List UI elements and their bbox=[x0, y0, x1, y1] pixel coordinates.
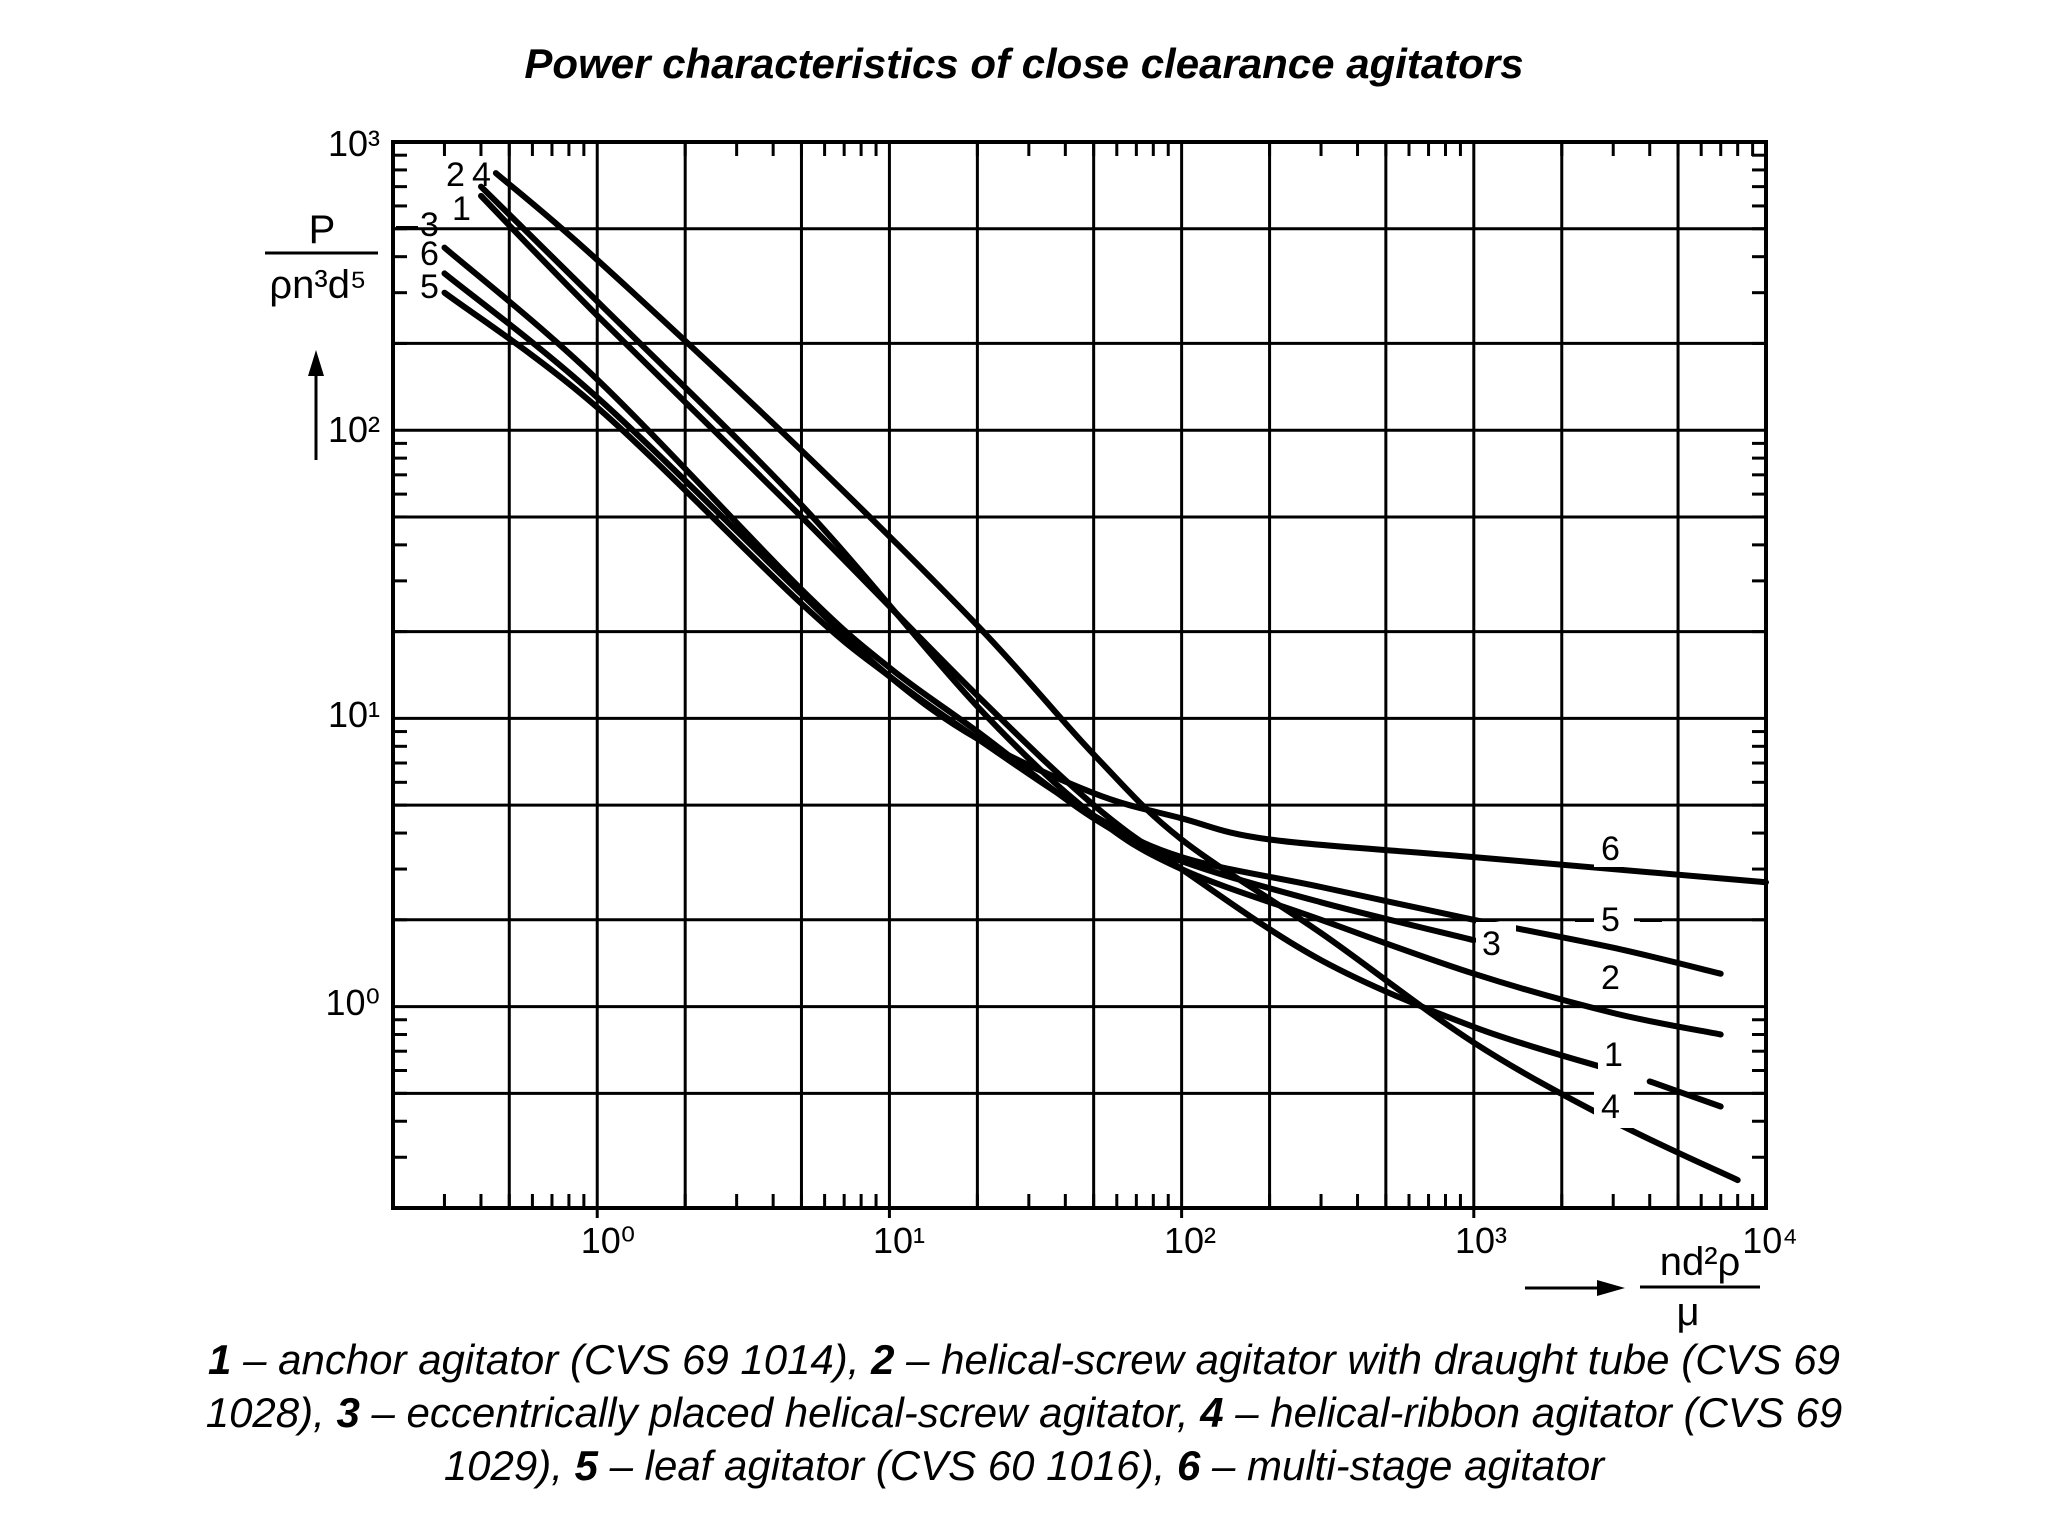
curve-label-2-left: 2 bbox=[446, 156, 465, 194]
curve-labels-left: 2 4 1 3 6 5 bbox=[396, 156, 491, 306]
series-line-2 bbox=[478, 183, 1724, 1038]
x-tick-label: 10⁴ bbox=[1742, 1220, 1798, 1261]
x-tick-label: 10⁰ bbox=[581, 1220, 635, 1261]
caption-text: – anchor agitator (CVS 69 1014), bbox=[231, 1336, 872, 1383]
y-tick-label: 10¹ bbox=[328, 694, 380, 735]
curve-label-5-left: 5 bbox=[420, 268, 439, 306]
minor-ticks bbox=[393, 142, 1766, 1218]
series-line-1-tail bbox=[1646, 1078, 1724, 1110]
label-mask bbox=[1594, 1088, 1634, 1128]
x-axis-label: nd²ρ μ bbox=[1525, 1240, 1760, 1334]
curve-label-3-right: 3 bbox=[1482, 925, 1501, 963]
curve-label-6-right: 6 bbox=[1601, 830, 1620, 868]
curve-label-4-left: 4 bbox=[472, 156, 491, 194]
x-axis-arrow-icon bbox=[1597, 1280, 1625, 1296]
x-label-denominator: μ bbox=[1676, 1290, 1699, 1334]
curve-label-5-right: 5 bbox=[1601, 901, 1620, 939]
x-tick-label: 10³ bbox=[1455, 1220, 1507, 1261]
caption-num: 2 bbox=[871, 1336, 895, 1383]
y-axis-arrow-icon bbox=[308, 350, 324, 376]
y-tick-label: 10⁰ bbox=[326, 982, 380, 1023]
x-tick-label: 10¹ bbox=[873, 1220, 925, 1261]
caption-text: – helical-screw agitator with draught tu… bbox=[205, 1336, 1840, 1436]
caption-text: – leaf agitator (CVS 60 1016), bbox=[597, 1442, 1177, 1489]
label-mask bbox=[1594, 827, 1634, 867]
curve-label-4-right: 4 bbox=[1601, 1088, 1620, 1126]
figure-caption: 1 – anchor agitator (CVS 69 1014), 2 – h… bbox=[150, 1333, 1898, 1492]
curve-label-1-left: 1 bbox=[452, 190, 471, 228]
plot-frame bbox=[391, 140, 1768, 1210]
y-label-denominator: ρn³d⁵ bbox=[269, 263, 366, 307]
series-line-6 bbox=[441, 270, 1769, 886]
x-tick-label: 10² bbox=[1164, 1220, 1216, 1261]
label-mask bbox=[1598, 1035, 1632, 1075]
series-line-4 bbox=[492, 170, 1741, 1184]
caption-num: 5 bbox=[574, 1442, 598, 1489]
series-line-3 bbox=[441, 244, 1477, 944]
label-mask bbox=[1594, 956, 1634, 996]
y-axis-label: P ρn³d⁵ bbox=[265, 208, 378, 460]
curve-label-3-left: 3 bbox=[420, 206, 439, 244]
label-mask bbox=[1594, 900, 1634, 940]
x-label-numerator: nd²ρ bbox=[1660, 1240, 1741, 1284]
caption-num: 6 bbox=[1176, 1442, 1201, 1489]
curve-label-1-right: 1 bbox=[1604, 1036, 1623, 1074]
curve-label-2-right: 2 bbox=[1601, 959, 1620, 997]
y-tick-labels: 10³ 10² 10¹ 10⁰ bbox=[326, 123, 380, 1023]
caption-num: 1 bbox=[208, 1336, 232, 1383]
curve-labels-right: 6 5 3 2 1 4 bbox=[1476, 827, 1634, 1128]
caption-num: 4 bbox=[1200, 1389, 1224, 1436]
series-line-1 bbox=[478, 192, 1617, 1074]
y-tick-label: 10² bbox=[328, 409, 380, 450]
grid bbox=[393, 142, 1766, 1208]
caption-text: – helical-ribbon agitator (CVS 69 1029), bbox=[443, 1389, 1843, 1489]
x-tick-labels: 10⁰ 10¹ 10² 10³ 10⁴ bbox=[581, 1220, 1798, 1261]
curve-label-6-left: 6 bbox=[420, 235, 439, 273]
chart-title: Power characteristics of close clearance… bbox=[524, 40, 1524, 87]
y-label-numerator: P bbox=[309, 208, 336, 252]
caption-text: – multi-stage agitator bbox=[1200, 1442, 1605, 1489]
caption-text: – eccentrically placed helical-screw agi… bbox=[359, 1389, 1201, 1436]
label-mask bbox=[1476, 922, 1516, 962]
series-lines bbox=[441, 170, 1769, 1184]
series-line-5 bbox=[441, 289, 1724, 977]
caption-num: 3 bbox=[336, 1389, 360, 1436]
y-tick-label: 10³ bbox=[328, 123, 380, 164]
